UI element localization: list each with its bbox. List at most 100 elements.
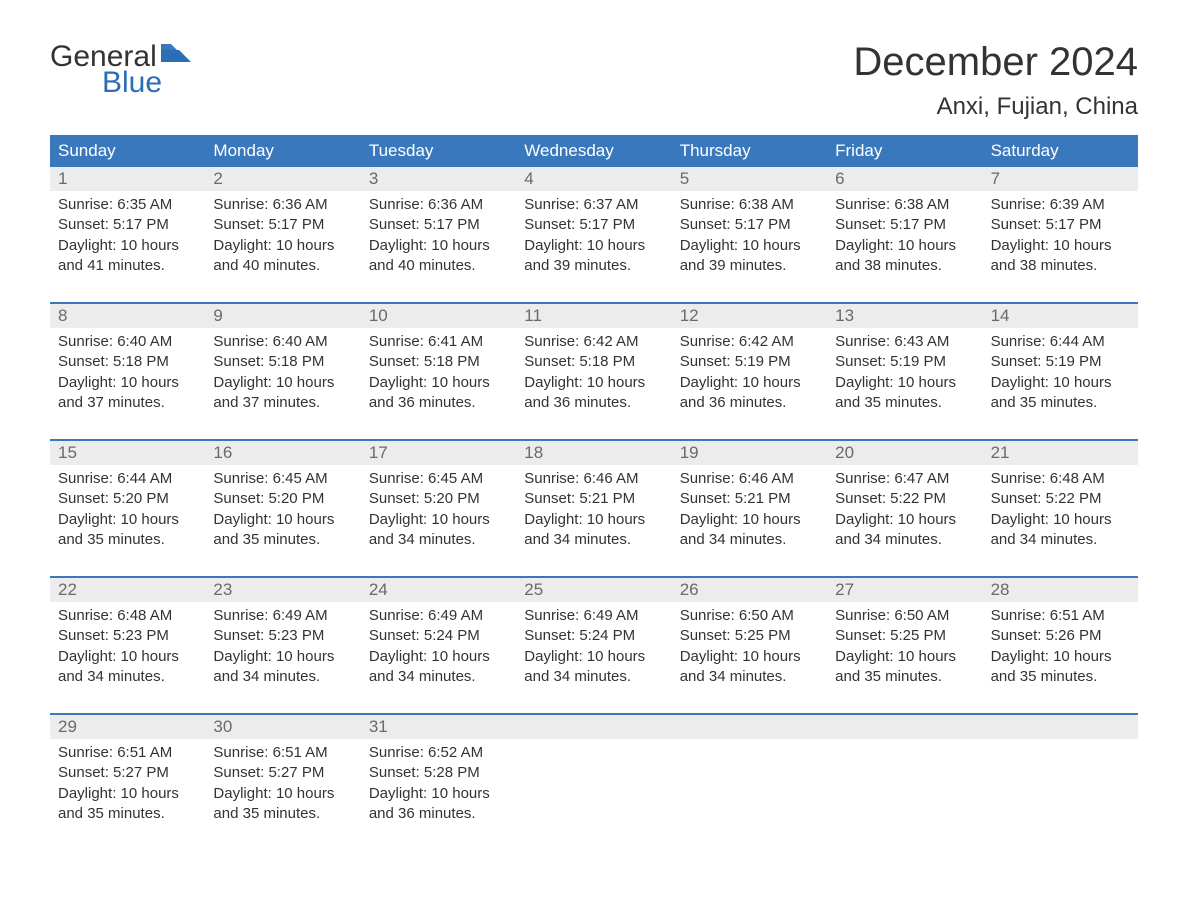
day-number: 3 — [369, 169, 378, 188]
day-number: 28 — [991, 580, 1010, 599]
day-number — [524, 717, 529, 736]
daylight-line: Daylight: 10 hours and 35 minutes. — [835, 647, 974, 688]
daylight-line: Daylight: 10 hours and 37 minutes. — [213, 373, 352, 414]
day-body — [983, 739, 1138, 749]
day-body — [516, 739, 671, 749]
daylight-line: Daylight: 10 hours and 34 minutes. — [680, 510, 819, 551]
day-number-row — [672, 715, 827, 739]
daylight-line: Daylight: 10 hours and 34 minutes. — [369, 510, 508, 551]
day-body: Sunrise: 6:50 AMSunset: 5:25 PMDaylight:… — [827, 602, 982, 693]
daylight-line: Daylight: 10 hours and 35 minutes. — [213, 784, 352, 825]
daylight-line: Daylight: 10 hours and 39 minutes. — [680, 236, 819, 277]
day-body: Sunrise: 6:50 AMSunset: 5:25 PMDaylight:… — [672, 602, 827, 693]
daylight-line: Daylight: 10 hours and 34 minutes. — [524, 647, 663, 688]
calendar-day: 4 Sunrise: 6:37 AMSunset: 5:17 PMDaylight… — [516, 167, 671, 282]
weekday-label: Saturday — [983, 135, 1138, 167]
day-number-row — [983, 715, 1138, 739]
sunset-line: Sunset: 5:25 PM — [835, 626, 974, 646]
daylight-line: Daylight: 10 hours and 40 minutes. — [369, 236, 508, 277]
calendar-week: 15Sunrise: 6:44 AMSunset: 5:20 PMDayligh… — [50, 439, 1138, 556]
day-number: 16 — [213, 443, 232, 462]
sunrise-line: Sunrise: 6:46 AM — [680, 469, 819, 489]
weekday-label: Sunday — [50, 135, 205, 167]
day-body: Sunrise: 6:46 AMSunset: 5:21 PMDaylight:… — [516, 465, 671, 556]
day-body: Sunrise: 6:37 AMSunset: 5:17 PMDaylight:… — [516, 191, 671, 282]
sunrise-line: Sunrise: 6:52 AM — [369, 743, 508, 763]
day-number-row: 18 — [516, 441, 671, 465]
daylight-line: Daylight: 10 hours and 36 minutes. — [369, 784, 508, 825]
calendar-day: 19Sunrise: 6:46 AMSunset: 5:21 PMDayligh… — [672, 441, 827, 556]
sunset-line: Sunset: 5:20 PM — [213, 489, 352, 509]
calendar-day: 1Sunrise: 6:35 AMSunset: 5:17 PMDaylight… — [50, 167, 205, 282]
calendar-week: 1Sunrise: 6:35 AMSunset: 5:17 PMDaylight… — [50, 167, 1138, 282]
calendar-day: 25Sunrise: 6:49 AMSunset: 5:24 PMDayligh… — [516, 578, 671, 693]
day-body: Sunrise: 6:51 AMSunset: 5:27 PMDaylight:… — [205, 739, 360, 830]
day-number-row: 4 — [516, 167, 671, 191]
day-number: 25 — [524, 580, 543, 599]
calendar-day — [516, 715, 671, 830]
sunrise-line: Sunrise: 6:40 AM — [58, 332, 197, 352]
sunrise-line: Sunrise: 6:50 AM — [835, 606, 974, 626]
sunrise-line: Sunrise: 6:49 AM — [524, 606, 663, 626]
calendar-week: 8Sunrise: 6:40 AMSunset: 5:18 PMDaylight… — [50, 302, 1138, 419]
sunrise-line: Sunrise: 6:49 AM — [213, 606, 352, 626]
day-body: Sunrise: 6:39 AMSunset: 5:17 PMDaylight:… — [983, 191, 1138, 282]
weeks-container: 1Sunrise: 6:35 AMSunset: 5:17 PMDaylight… — [50, 167, 1138, 830]
day-number: 11 — [524, 306, 542, 325]
daylight-line: Daylight: 10 hours and 35 minutes. — [991, 647, 1130, 688]
day-number: 7 — [991, 169, 1000, 188]
calendar-day: 11Sunrise: 6:42 AMSunset: 5:18 PMDayligh… — [516, 304, 671, 419]
day-body: Sunrise: 6:45 AMSunset: 5:20 PMDaylight:… — [361, 465, 516, 556]
day-number-row: 11 — [516, 304, 671, 328]
calendar-day: 26Sunrise: 6:50 AMSunset: 5:25 PMDayligh… — [672, 578, 827, 693]
sunrise-line: Sunrise: 6:45 AM — [213, 469, 352, 489]
day-number: 9 — [213, 306, 222, 325]
sunset-line: Sunset: 5:20 PM — [369, 489, 508, 509]
calendar: SundayMondayTuesdayWednesdayThursdayFrid… — [50, 135, 1138, 830]
sunrise-line: Sunrise: 6:47 AM — [835, 469, 974, 489]
day-number-row: 1 — [50, 167, 205, 191]
day-number: 10 — [369, 306, 388, 325]
sunset-line: Sunset: 5:26 PM — [991, 626, 1130, 646]
daylight-line: Daylight: 10 hours and 35 minutes. — [58, 510, 197, 551]
daylight-line: Daylight: 10 hours and 34 minutes. — [680, 647, 819, 688]
daylight-line: Daylight: 10 hours and 35 minutes. — [58, 784, 197, 825]
calendar-day: 10Sunrise: 6:41 AMSunset: 5:18 PMDayligh… — [361, 304, 516, 419]
sunrise-line: Sunrise: 6:50 AM — [680, 606, 819, 626]
day-number: 17 — [369, 443, 388, 462]
day-number-row: 17 — [361, 441, 516, 465]
sunset-line: Sunset: 5:20 PM — [58, 489, 197, 509]
sunrise-line: Sunrise: 6:36 AM — [213, 195, 352, 215]
day-number — [835, 717, 840, 736]
day-number-row: 14 — [983, 304, 1138, 328]
sunrise-line: Sunrise: 6:42 AM — [680, 332, 819, 352]
calendar-day: 27Sunrise: 6:50 AMSunset: 5:25 PMDayligh… — [827, 578, 982, 693]
sunrise-line: Sunrise: 6:46 AM — [524, 469, 663, 489]
day-number-row: 29 — [50, 715, 205, 739]
sunset-line: Sunset: 5:19 PM — [680, 352, 819, 372]
weekday-label: Thursday — [672, 135, 827, 167]
day-number: 4 — [524, 169, 533, 188]
daylight-line: Daylight: 10 hours and 35 minutes. — [991, 373, 1130, 414]
weekday-label: Tuesday — [361, 135, 516, 167]
day-number-row — [827, 715, 982, 739]
sunrise-line: Sunrise: 6:44 AM — [58, 469, 197, 489]
day-number-row: 16 — [205, 441, 360, 465]
sunrise-line: Sunrise: 6:51 AM — [58, 743, 197, 763]
sunset-line: Sunset: 5:28 PM — [369, 763, 508, 783]
day-body: Sunrise: 6:36 AMSunset: 5:17 PMDaylight:… — [205, 191, 360, 282]
day-number-row: 12 — [672, 304, 827, 328]
daylight-line: Daylight: 10 hours and 34 minutes. — [991, 510, 1130, 551]
sunset-line: Sunset: 5:23 PM — [213, 626, 352, 646]
day-number-row: 13 — [827, 304, 982, 328]
day-number: 24 — [369, 580, 388, 599]
sunset-line: Sunset: 5:17 PM — [991, 215, 1130, 235]
day-body: Sunrise: 6:44 AMSunset: 5:20 PMDaylight:… — [50, 465, 205, 556]
day-number-row: 7 — [983, 167, 1138, 191]
day-number: 5 — [680, 169, 689, 188]
day-number: 31 — [369, 717, 388, 736]
day-number-row: 24 — [361, 578, 516, 602]
sunrise-line: Sunrise: 6:37 AM — [524, 195, 663, 215]
calendar-day: 15Sunrise: 6:44 AMSunset: 5:20 PMDayligh… — [50, 441, 205, 556]
day-number-row: 6 — [827, 167, 982, 191]
